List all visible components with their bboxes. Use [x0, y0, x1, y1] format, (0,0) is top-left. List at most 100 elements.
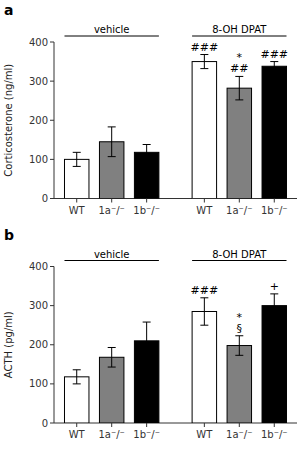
- y-tick: [50, 42, 54, 43]
- error-bar: [73, 370, 81, 384]
- panel: 0100200300400ACTH (pg/ml)bWT1a⁻/⁻1b⁻/⁻WT…: [3, 227, 297, 441]
- x-tick-label: WT: [69, 429, 86, 440]
- error-stem: [239, 76, 240, 99]
- error-stem: [274, 62, 275, 71]
- annotation: ###: [260, 48, 288, 61]
- y-tick-label: 100: [29, 378, 48, 389]
- y-tick: [50, 344, 54, 345]
- annotation: ###: [191, 41, 219, 54]
- x-tick: [274, 423, 275, 427]
- error-bar: [108, 127, 116, 157]
- y-tick-label: 300: [29, 76, 48, 87]
- y-tick: [50, 266, 54, 267]
- error-cap: [270, 293, 278, 294]
- figure: 0100200300400Corticosterone (ng/ml)aWT1a…: [0, 0, 307, 449]
- error-bar: [200, 55, 208, 69]
- error-cap: [73, 152, 81, 153]
- group-bracket: [192, 260, 286, 261]
- error-cap: [108, 126, 116, 127]
- y-tick-label: 100: [29, 154, 48, 165]
- x-tick: [111, 423, 112, 427]
- error-stem: [239, 336, 240, 356]
- error-cap: [73, 369, 81, 370]
- group-bracket: [64, 260, 158, 261]
- annotation: *: [237, 51, 243, 64]
- x-tick-label: 1b⁻/⁻: [261, 429, 288, 440]
- x-tick-label: 1b⁻/⁻: [133, 205, 160, 216]
- y-tick: [50, 198, 54, 199]
- error-cap: [200, 68, 208, 69]
- error-stem: [76, 370, 77, 384]
- bar: [99, 357, 123, 423]
- y-tick: [50, 423, 54, 424]
- bar: [192, 311, 216, 423]
- bar: [262, 306, 286, 423]
- y-tick: [50, 81, 54, 82]
- x-tick-label: WT: [69, 205, 86, 216]
- error-cap: [200, 325, 208, 326]
- y-tick-label: 0: [42, 418, 48, 429]
- error-cap: [143, 160, 151, 161]
- y-axis-label: ACTH (pg/ml): [3, 311, 14, 378]
- bar: [227, 346, 251, 423]
- x-tick: [204, 199, 205, 203]
- annotation: +: [270, 280, 279, 293]
- error-cap: [108, 156, 116, 157]
- panel-title: b: [4, 227, 14, 243]
- bars: [64, 294, 286, 423]
- x-tick-label: WT: [196, 429, 213, 440]
- error-stem: [111, 347, 112, 367]
- error-bar: [235, 76, 243, 99]
- error-bar: [235, 336, 243, 356]
- annotation: *: [237, 311, 243, 324]
- error-bar: [270, 294, 278, 317]
- error-stem: [146, 322, 147, 360]
- y-tick: [50, 383, 54, 384]
- x-tick: [274, 199, 275, 203]
- group-label: 8-OH DPAT: [212, 24, 267, 35]
- error-cap: [143, 322, 151, 323]
- x-tick: [204, 423, 205, 427]
- y-tick-label: 200: [29, 339, 48, 350]
- error-stem: [146, 145, 147, 161]
- y-tick: [50, 120, 54, 121]
- error-cap: [108, 367, 116, 368]
- error-bar: [143, 145, 151, 161]
- y-tick-label: 400: [29, 37, 48, 48]
- error-cap: [235, 335, 243, 336]
- y-tick: [50, 305, 54, 306]
- error-cap: [200, 54, 208, 55]
- x-tick: [76, 423, 77, 427]
- error-stem: [274, 294, 275, 317]
- x-tick-label: 1a⁻/⁻: [98, 205, 124, 216]
- error-bar: [143, 322, 151, 360]
- x-tick: [76, 199, 77, 203]
- x-tick-label: WT: [196, 205, 213, 216]
- group-label: vehicle: [94, 249, 130, 260]
- bar: [192, 62, 216, 199]
- y-axis-label: Corticosterone (ng/ml): [3, 64, 14, 177]
- error-stem: [111, 127, 112, 157]
- x-axis: [54, 423, 297, 424]
- error-cap: [235, 76, 243, 77]
- y-tick-label: 400: [29, 261, 48, 272]
- error-cap: [235, 99, 243, 100]
- x-tick-label: 1b⁻/⁻: [261, 205, 288, 216]
- group-label: 8-OH DPAT: [212, 249, 267, 260]
- x-tick-label: 1a⁻/⁻: [226, 429, 252, 440]
- group-bracket: [192, 36, 286, 37]
- error-cap: [235, 355, 243, 356]
- error-cap: [143, 144, 151, 145]
- error-cap: [73, 383, 81, 384]
- error-cap: [270, 70, 278, 71]
- x-tick: [111, 199, 112, 203]
- y-tick-label: 0: [42, 193, 48, 204]
- error-bar: [200, 298, 208, 325]
- x-tick: [146, 199, 147, 203]
- error-cap: [143, 359, 151, 360]
- error-stem: [76, 152, 77, 166]
- group-label: vehicle: [94, 24, 130, 35]
- bar: [262, 66, 286, 198]
- error-bar: [108, 347, 116, 367]
- y-tick: [50, 159, 54, 160]
